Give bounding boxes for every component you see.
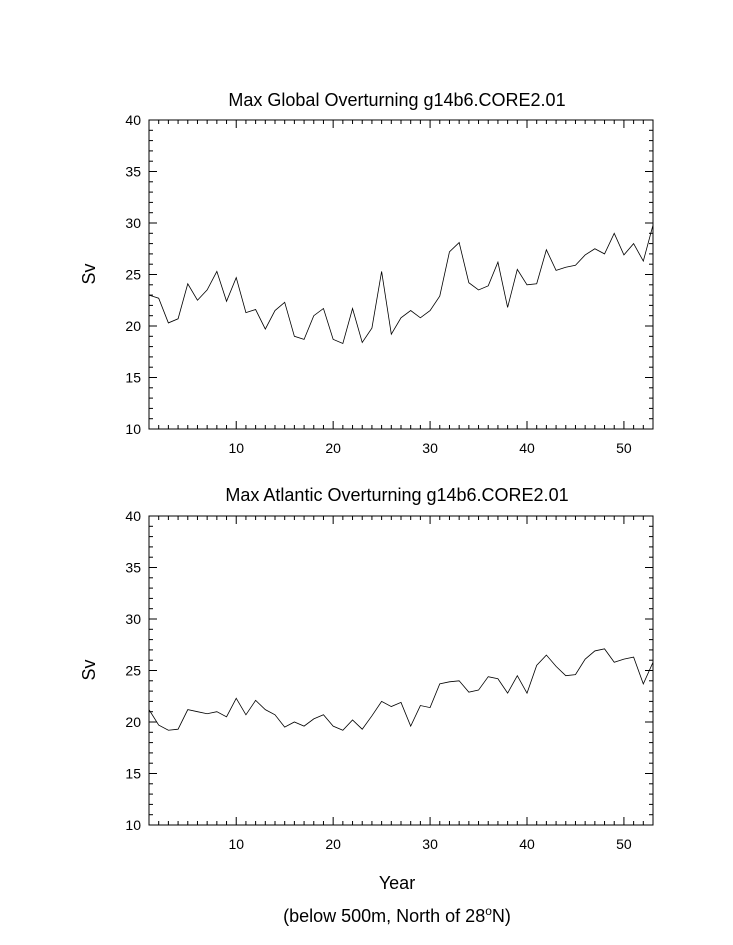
atlantic-y-tick-label: 40 [125, 508, 141, 524]
atlantic-plot-frame [148, 515, 654, 826]
atlantic-x-tick-label: 20 [325, 836, 341, 852]
atlantic-y-tick-label: 35 [125, 560, 141, 576]
atlantic-x-tick-label: 40 [519, 836, 535, 852]
global-x-tick-label: 30 [422, 440, 438, 456]
global-y-tick-label: 25 [125, 267, 141, 283]
global-x-tick-label: 20 [325, 440, 341, 456]
atlantic-y-tick-label: 15 [125, 766, 141, 782]
atlantic-x-tick-label: 50 [616, 836, 632, 852]
atlantic-x-tick-label: 10 [228, 836, 244, 852]
atlantic-series-line [149, 648, 653, 731]
atlantic-y-tick-label: 25 [125, 663, 141, 679]
atlantic-x-tick-label: 30 [422, 836, 438, 852]
global-y-tick-label: 15 [125, 370, 141, 386]
global-x-tick-label: 10 [228, 440, 244, 456]
global-y-tick-label: 30 [125, 215, 141, 231]
global-y-tick-label: 40 [125, 112, 141, 128]
global-series-line [149, 224, 653, 345]
global-x-tick-label: 40 [519, 440, 535, 456]
global-chart-title: Max Global Overturning g14b6.CORE2.01 [228, 90, 565, 110]
footnote-suffix: N) [492, 906, 511, 926]
atlantic-y-tick-label: 20 [125, 714, 141, 730]
footnote-superscript: o [485, 904, 492, 918]
atlantic-overturning-panel: Max Atlantic Overturning g14b6.CORE2.01 … [79, 485, 654, 893]
footnote: (below 500m, North of 28oN) [283, 904, 511, 926]
atlantic-chart-title: Max Atlantic Overturning g14b6.CORE2.01 [225, 485, 568, 505]
global-y-tick-label: 10 [125, 421, 141, 437]
global-y-tick-label: 35 [125, 164, 141, 180]
global-y-axis-label: Sv [79, 263, 99, 284]
global-overturning-panel: Max Global Overturning g14b6.CORE2.01 Sv… [79, 90, 654, 456]
footnote-prefix: (below 500m, North of 28 [283, 906, 485, 926]
atlantic-y-tick-label: 30 [125, 611, 141, 627]
global-y-tick-label: 20 [125, 318, 141, 334]
global-x-tick-label: 50 [616, 440, 632, 456]
atlantic-y-tick-label: 10 [125, 817, 141, 833]
global-plot-frame [148, 119, 654, 430]
atlantic-x-axis-label: Year [379, 873, 415, 893]
atlantic-y-axis-label: Sv [79, 659, 99, 680]
